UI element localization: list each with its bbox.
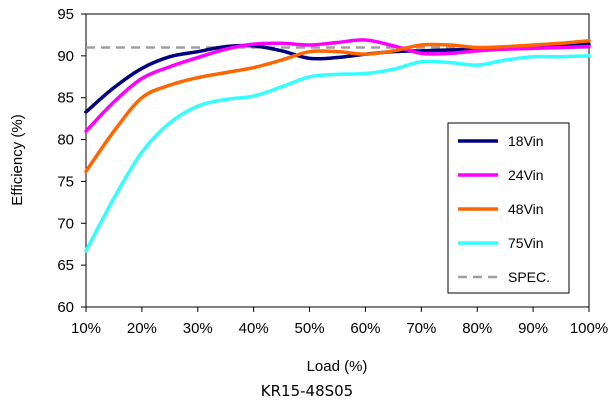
- series-line-24vin: [84, 38, 591, 133]
- legend-label: 48Vin: [508, 201, 544, 217]
- x-tick-label: 40%: [239, 320, 269, 337]
- legend-label: 18Vin: [508, 133, 544, 149]
- x-tick-label: 50%: [295, 320, 325, 337]
- y-tick-label: 95: [57, 6, 74, 23]
- legend-label: SPEC.: [508, 269, 550, 285]
- x-tick-label: 10%: [71, 320, 101, 337]
- legend-label: 75Vin: [508, 235, 544, 251]
- series-lines: [84, 38, 591, 253]
- x-axis-label: Load (%): [307, 358, 368, 375]
- x-tick-label: 70%: [406, 320, 436, 337]
- y-tick-label: 75: [57, 173, 74, 190]
- model-label: KR15-48S05: [260, 382, 354, 400]
- x-tick-label: 80%: [462, 320, 492, 337]
- x-tick-label: 60%: [350, 320, 380, 337]
- y-axis-label: Efficiency (%): [9, 114, 26, 205]
- x-tick-label: 20%: [127, 320, 157, 337]
- series-line-48vin: [84, 39, 591, 174]
- y-tick-label: 85: [57, 90, 74, 107]
- series-line-75vin: [84, 54, 591, 253]
- x-tick-label: 100%: [570, 320, 608, 337]
- x-axis-ticks: 10% 20% 30% 40% 50% 60% 70% 80% 90% 100%: [71, 307, 608, 337]
- y-tick-label: 60: [57, 299, 74, 316]
- x-tick-label: 30%: [183, 320, 213, 337]
- x-tick-label: 90%: [518, 320, 548, 337]
- legend: 18Vin 24Vin 48Vin 75Vin SPEC.: [447, 122, 570, 294]
- y-tick-label: 90: [57, 48, 74, 65]
- y-axis-ticks: 60 65 70 75 80 85 90 95: [57, 6, 86, 316]
- y-tick-label: 65: [57, 257, 74, 274]
- legend-label: 24Vin: [508, 167, 544, 183]
- y-tick-label: 80: [57, 132, 74, 149]
- y-tick-label: 70: [57, 215, 74, 232]
